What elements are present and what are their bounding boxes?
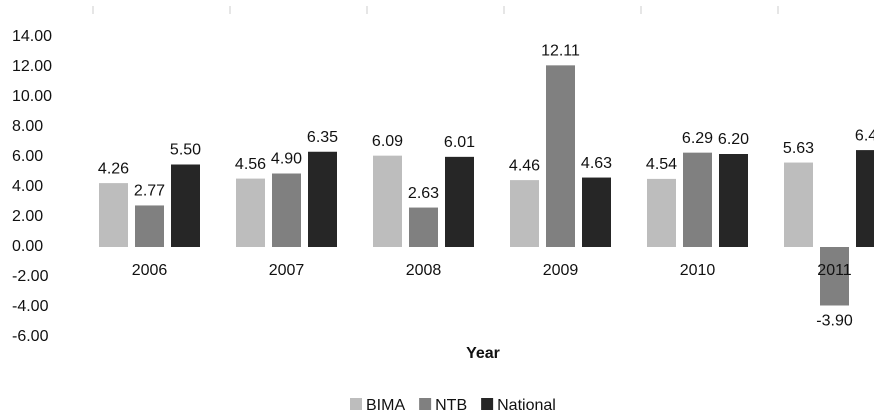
y-tick-label: 0.00 (12, 238, 43, 255)
data-label: 6.09 (372, 133, 403, 150)
data-label: 4.63 (581, 155, 612, 172)
bar (719, 154, 748, 247)
x-tick-label: 2009 (543, 262, 579, 279)
data-label: 6.35 (307, 129, 338, 146)
bar (820, 247, 849, 306)
y-tick-label: 12.00 (12, 58, 52, 75)
y-tick-label: 14.00 (12, 28, 52, 45)
bar (856, 150, 874, 247)
bar (373, 155, 402, 247)
bar (647, 178, 676, 247)
bar (308, 151, 337, 247)
y-tick-label: -4.00 (12, 298, 49, 315)
y-tick-label: -6.00 (12, 328, 49, 345)
bar (135, 205, 164, 247)
legend-label: National (497, 397, 556, 410)
legend-swatch (481, 398, 494, 410)
y-tick-label: 2.00 (12, 208, 43, 225)
y-tick-label: 10.00 (12, 88, 52, 105)
data-label: 2.63 (408, 185, 439, 202)
bar (409, 207, 438, 247)
x-tick-label: 2006 (132, 262, 168, 279)
bar (99, 183, 128, 247)
data-label: 5.63 (783, 140, 814, 157)
data-label: -3.90 (816, 313, 853, 330)
data-label: 6.20 (718, 131, 749, 148)
data-label: 6.46 (855, 127, 874, 144)
x-tick-label: 2010 (680, 262, 716, 279)
data-label: 4.46 (509, 157, 540, 174)
bar (582, 177, 611, 247)
data-label: 6.01 (444, 134, 475, 151)
data-label: 4.54 (646, 156, 677, 173)
x-tick-label: 2007 (269, 262, 305, 279)
legend-swatch (350, 398, 362, 410)
bar (784, 162, 813, 247)
data-label: 4.26 (98, 160, 129, 177)
bar (272, 173, 301, 247)
data-label: 12.11 (541, 43, 580, 60)
data-label: 5.50 (170, 142, 201, 159)
y-tick-label: 6.00 (12, 148, 43, 165)
y-tick-label: 8.00 (12, 118, 43, 135)
x-tick-label: 2011 (817, 262, 852, 279)
bar (171, 164, 200, 247)
data-label: 4.90 (271, 151, 302, 168)
legend-swatch (419, 398, 432, 410)
y-tick-label: -2.00 (12, 268, 49, 285)
legend-label: BIMA (366, 397, 405, 410)
y-tick-label: 4.00 (12, 178, 43, 195)
bar (546, 65, 575, 247)
data-label: 4.56 (235, 156, 266, 173)
data-label: 2.77 (134, 183, 165, 200)
bar (445, 156, 474, 247)
legend-label: NTB (435, 397, 467, 410)
bar (683, 152, 712, 247)
bar (510, 180, 539, 247)
bar (236, 178, 265, 247)
x-axis-title: Year (466, 345, 500, 362)
x-tick-label: 2008 (406, 262, 442, 279)
data-label: 6.29 (682, 130, 713, 147)
